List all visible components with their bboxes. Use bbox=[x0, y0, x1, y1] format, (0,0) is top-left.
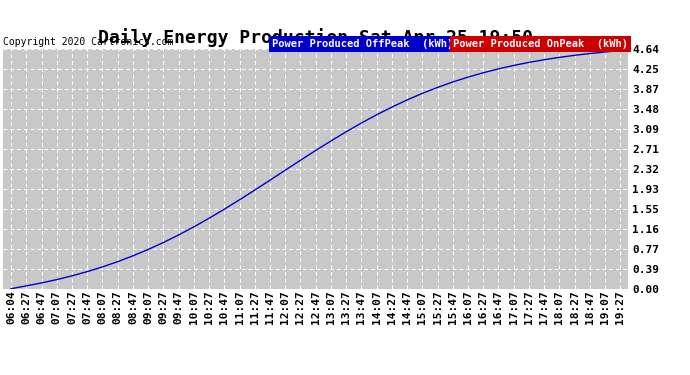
Text: Copyright 2020 Cartronics.com: Copyright 2020 Cartronics.com bbox=[3, 37, 174, 47]
Text: Power Produced OnPeak  (kWh): Power Produced OnPeak (kWh) bbox=[453, 39, 628, 49]
Title: Daily Energy Production Sat Apr 25 19:50: Daily Energy Production Sat Apr 25 19:50 bbox=[98, 28, 533, 47]
Text: Power Produced OffPeak  (kWh): Power Produced OffPeak (kWh) bbox=[272, 39, 453, 49]
